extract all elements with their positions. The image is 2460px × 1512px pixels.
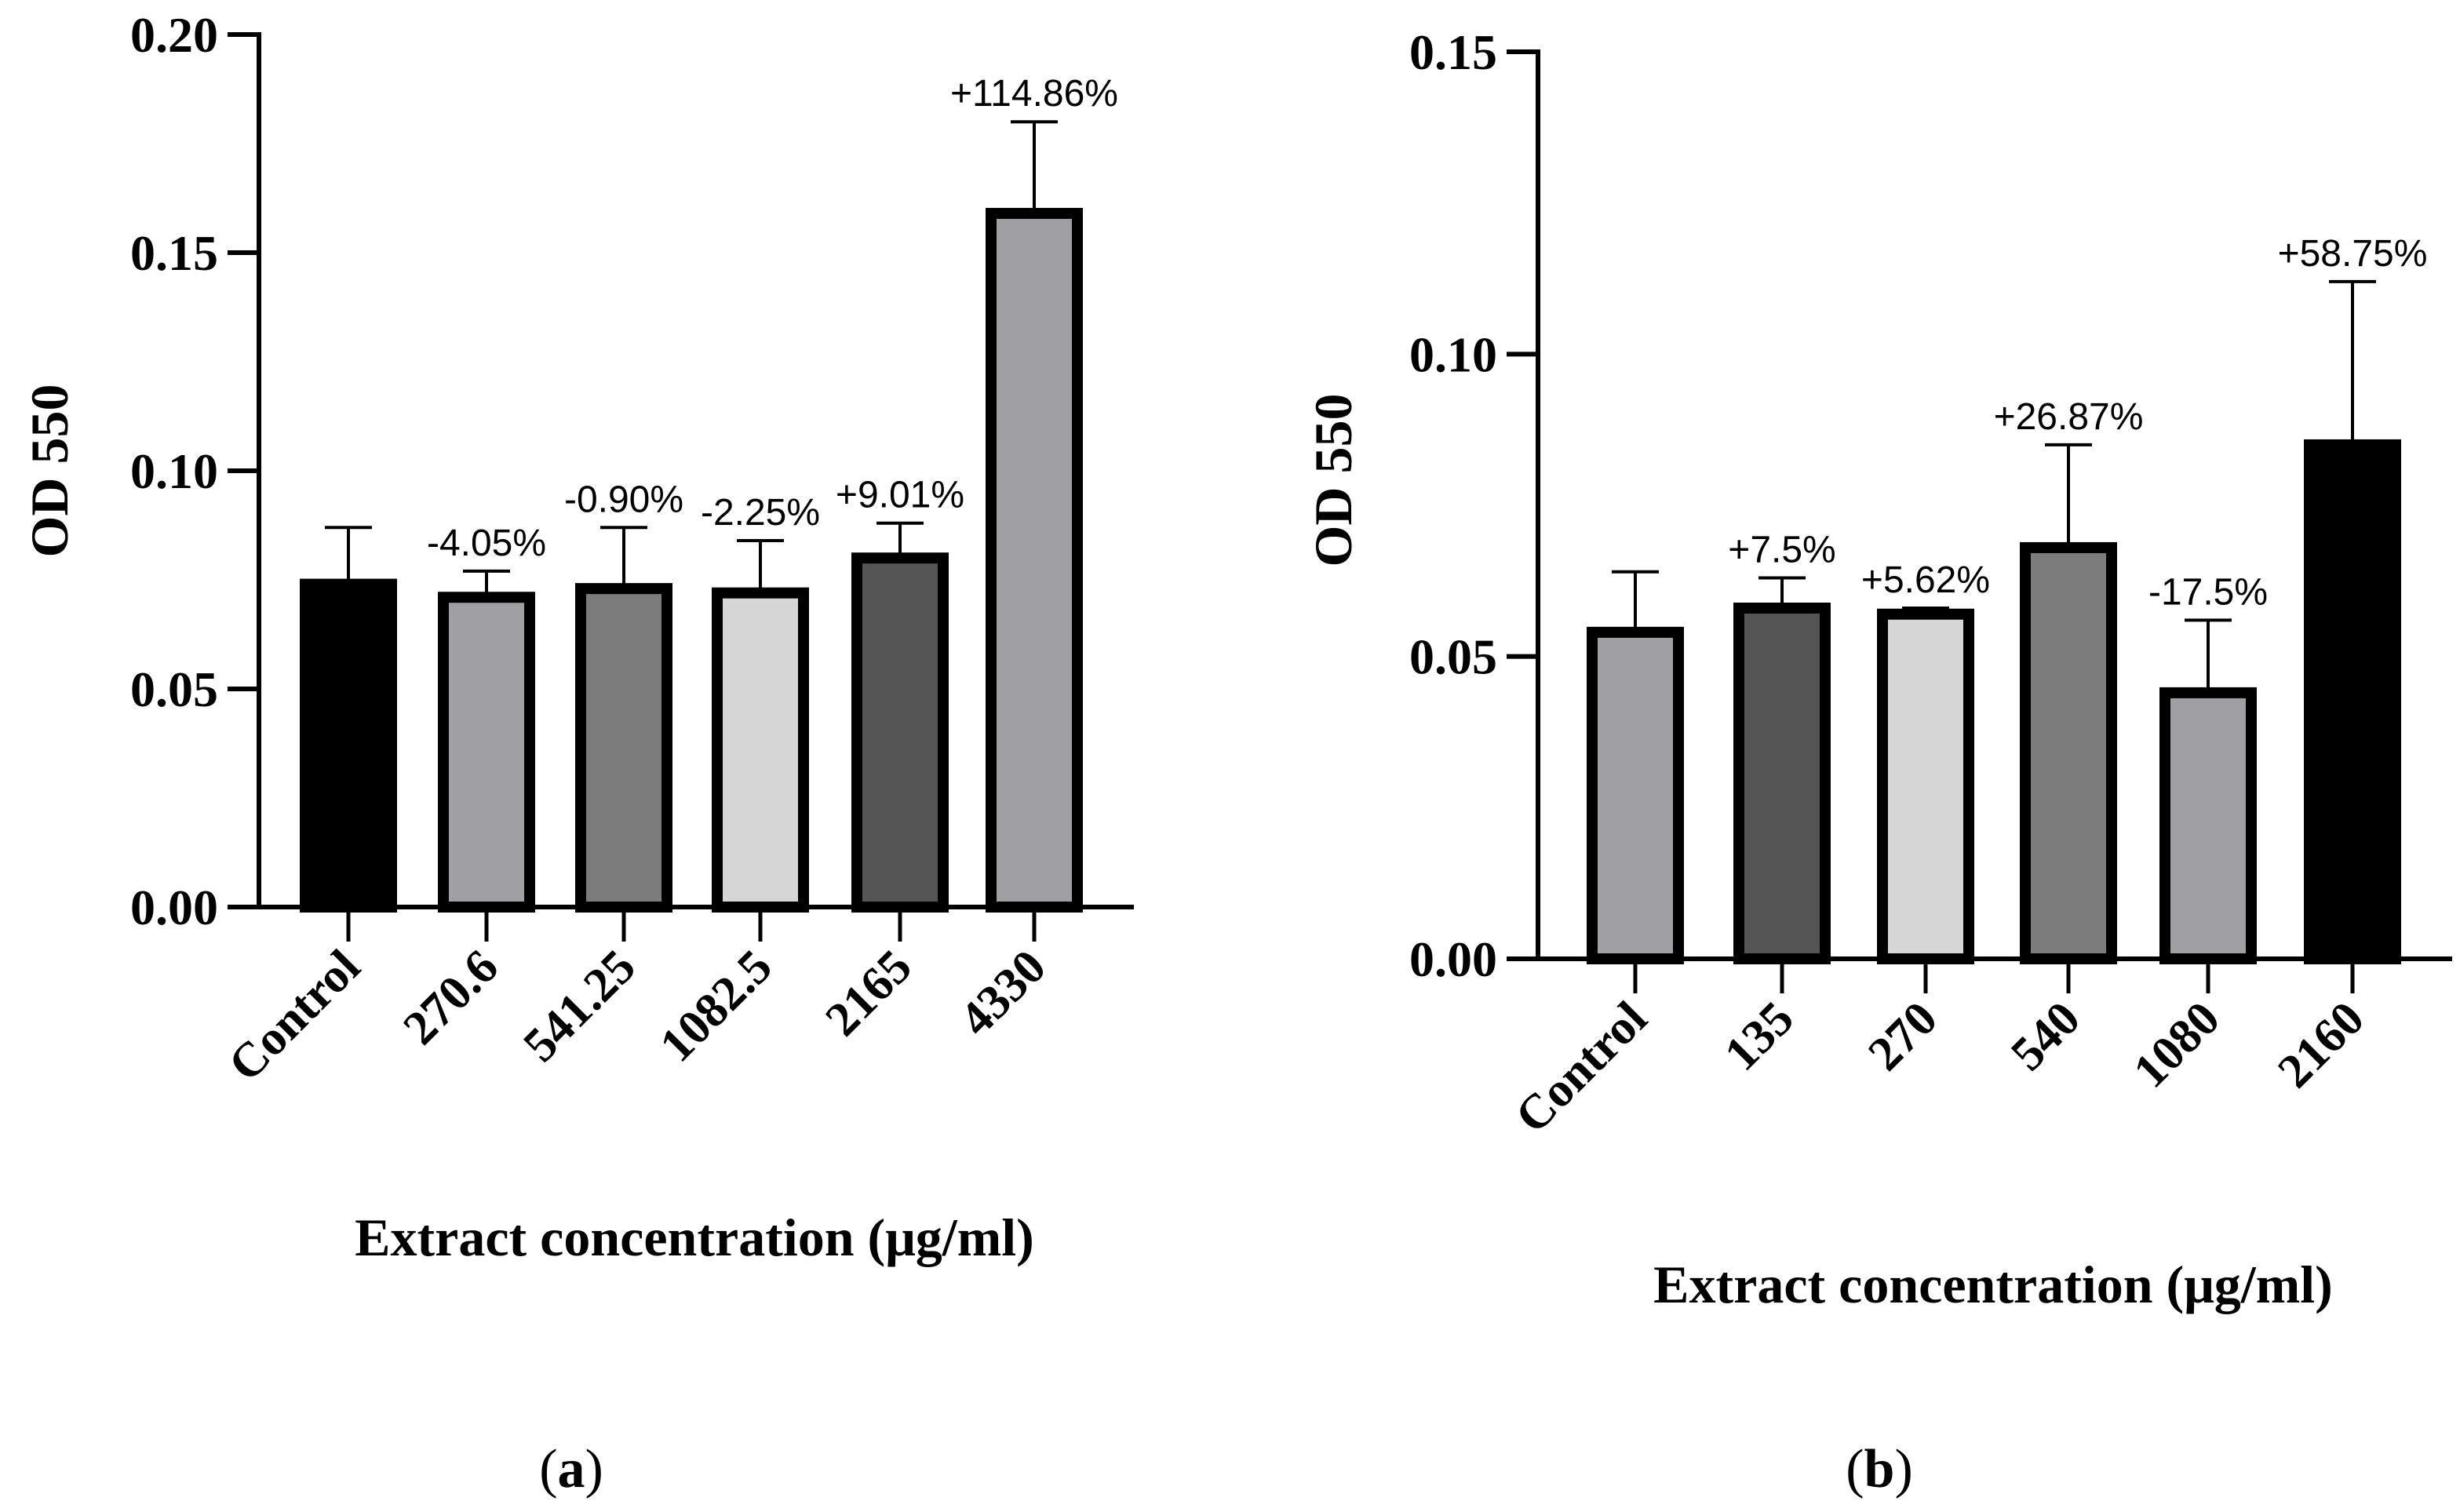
x-tick-label: 541.25 — [513, 940, 646, 1073]
bar-annotation: +58.75% — [2278, 233, 2428, 275]
panel-label-part: ( — [539, 1439, 557, 1499]
bar — [575, 583, 672, 913]
bar-annotation: -0.90% — [564, 479, 683, 520]
panel-label-part: a — [558, 1439, 585, 1499]
y-axis-title: OD 550 — [1303, 394, 1363, 567]
x-axis-title: Extract concentration (μg/ml) — [355, 1208, 1034, 1267]
bar-annotation: +7.5% — [1728, 529, 1835, 570]
y-tick-label: 0.00 — [1409, 931, 1497, 987]
x-axis-title: Extract concentration (μg/ml) — [1653, 1255, 2333, 1314]
panel-label-part: ) — [1894, 1439, 1912, 1499]
y-tick-label: 0.15 — [130, 225, 218, 281]
bar — [300, 578, 397, 913]
y-tick-label: 0.00 — [130, 880, 218, 935]
bar-annotation: -4.05% — [427, 523, 546, 564]
x-tick-label: 270 — [1858, 992, 1948, 1081]
bar-annotation: +5.62% — [1861, 559, 1990, 601]
bar — [712, 587, 809, 913]
x-tick-label: 2165 — [815, 940, 922, 1047]
panel-label-part: b — [1864, 1439, 1895, 1499]
y-tick-label: 0.10 — [1409, 326, 1497, 382]
x-tick-label: Control — [218, 940, 370, 1091]
bar — [438, 592, 535, 913]
panel-label-part: ) — [585, 1439, 603, 1499]
y-tick-label: 0.15 — [1409, 24, 1497, 80]
bar — [2304, 439, 2401, 964]
bar — [2020, 541, 2117, 964]
bar — [1587, 626, 1684, 965]
bar-annotation: -2.25% — [701, 492, 820, 534]
x-tick-label: 270.6 — [393, 940, 508, 1055]
panel-label: (a) — [539, 1439, 603, 1499]
bar — [1733, 603, 1831, 964]
chart-panel-b: 0.00 0.05 0.10 0.15 Control 135 +7.5% 270 +5.62%… — [1303, 24, 2452, 1499]
y-tick-label: 0.10 — [130, 443, 218, 499]
bar — [851, 552, 949, 913]
y-axis-title: OD 550 — [20, 384, 79, 558]
x-tick-label: 4330 — [949, 940, 1056, 1047]
x-tick-label: 135 — [1715, 992, 1804, 1081]
x-tick-label: 1080 — [2123, 992, 2230, 1098]
bar-annotation: +26.87% — [1994, 396, 2144, 438]
x-tick-label: 1082.5 — [650, 940, 782, 1073]
bar-annotation: -17.5% — [2148, 571, 2268, 613]
x-tick-label: Control — [1505, 992, 1656, 1143]
panel-label-part: ( — [1846, 1439, 1864, 1499]
bar-annotation: +9.01% — [836, 475, 964, 516]
y-tick-label: 0.05 — [130, 661, 218, 717]
y-tick-label: 0.20 — [130, 7, 218, 63]
x-tick-label: 2160 — [2268, 992, 2374, 1098]
x-tick-label: 540 — [2001, 992, 2090, 1081]
bar-annotation: +114.86% — [950, 73, 1118, 115]
bar — [986, 207, 1083, 913]
y-tick-label: 0.05 — [1409, 629, 1497, 685]
chart-panel-a: 0.00 0.05 0.10 0.15 0.20 Control 270.6 -4.05% 54… — [20, 7, 1134, 1499]
bar — [1877, 608, 1974, 964]
panel-label: (b) — [1846, 1439, 1913, 1499]
bar — [2159, 687, 2257, 964]
